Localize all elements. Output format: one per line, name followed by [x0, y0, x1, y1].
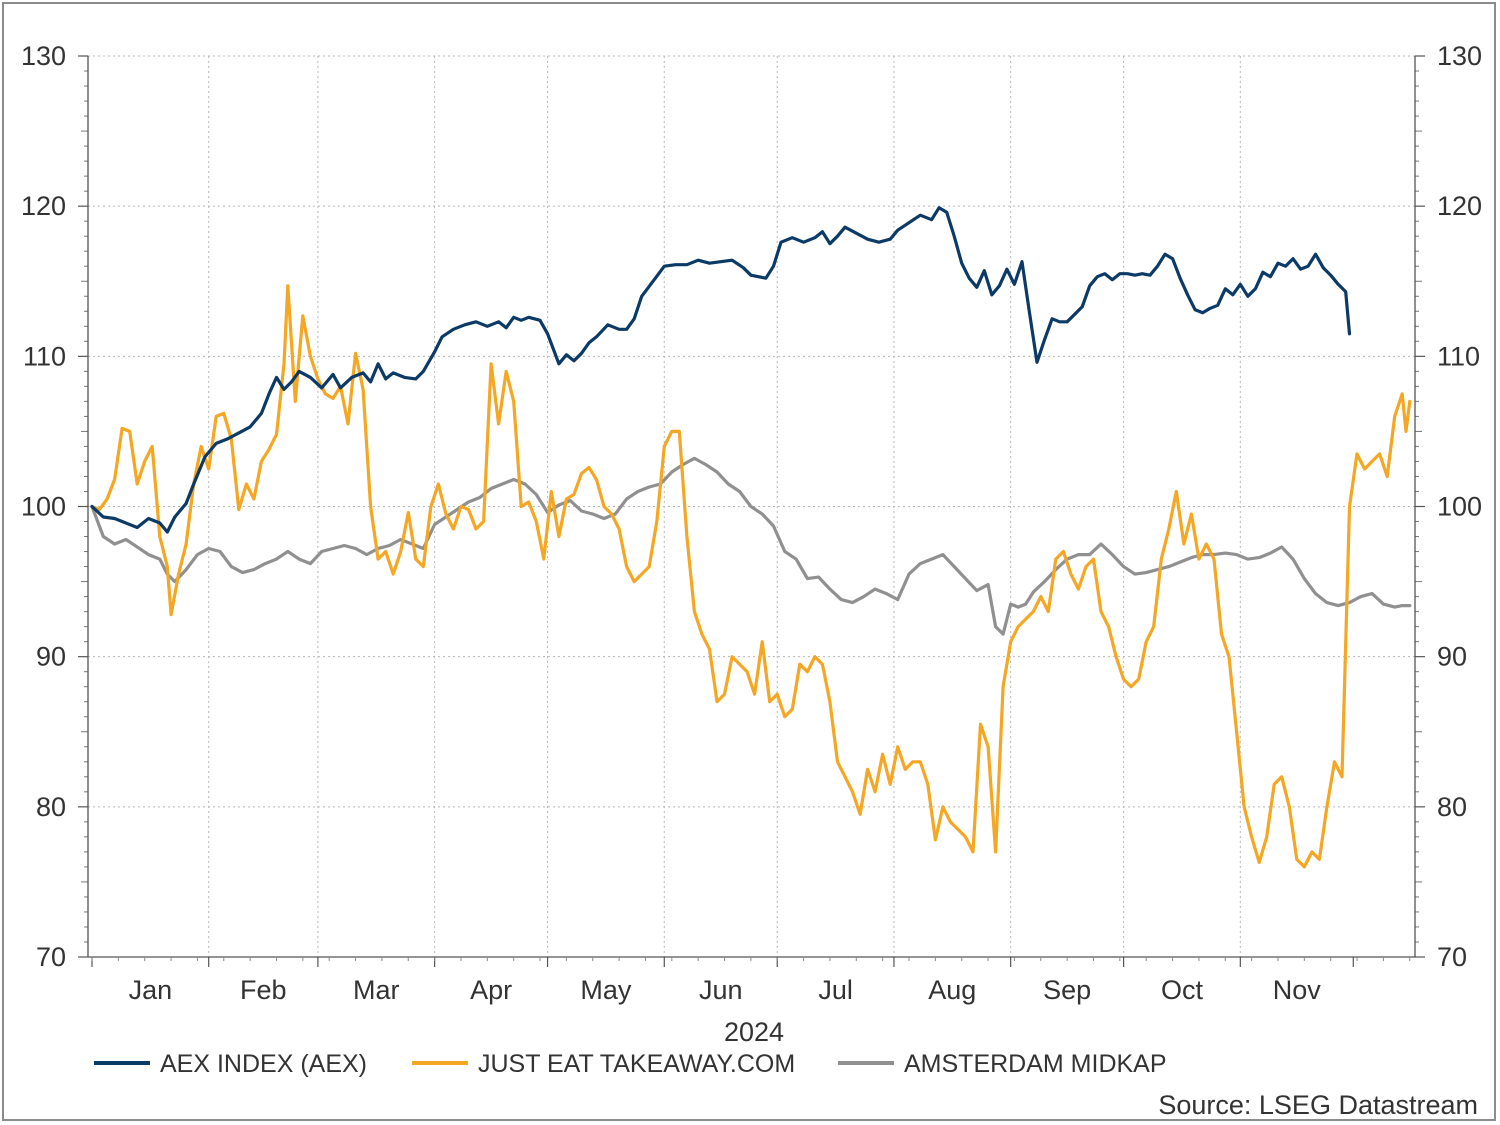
y-tick-label-right: 120 [1437, 191, 1482, 221]
x-tick-label: Sep [1043, 975, 1091, 1005]
series-line [90, 456, 1412, 636]
legend-label: AEX INDEX (AEX) [160, 1050, 367, 1078]
x-tick-label: Mar [353, 975, 400, 1005]
legend-label: JUST EAT TAKEAWAY.COM [478, 1050, 795, 1078]
x-tick-label: Jun [699, 975, 743, 1005]
series-line [90, 206, 1352, 534]
y-tick-label-right: 110 [1437, 341, 1480, 371]
y-tick-label-left: 130 [21, 41, 66, 71]
legend: AEX INDEX (AEX) JUST EAT TAKEAWAY.COM AMST… [94, 1050, 1167, 1078]
y-tick-label-right: 100 [1437, 492, 1482, 522]
x-tick-label: Jul [818, 975, 853, 1005]
x-tick-label: Jan [129, 975, 173, 1005]
axes: 70 70 80 80 90 90 100 100 110 110 120 120 130 130 Jan F… [21, 41, 1482, 1005]
y-tick-label-left: 90 [36, 642, 66, 672]
x-tick-label: Oct [1161, 975, 1204, 1005]
series-lines [90, 206, 1412, 869]
y-tick-label-right: 80 [1437, 792, 1467, 822]
y-tick-label-left: 70 [36, 942, 66, 972]
y-tick-label-left: 80 [36, 792, 66, 822]
x-axis-year-label: 2024 [724, 1017, 784, 1047]
x-tick-label: Nov [1273, 975, 1322, 1005]
y-tick-label-left: 110 [23, 341, 66, 371]
x-tick-label: Apr [470, 975, 512, 1005]
x-tick-label: Feb [240, 975, 287, 1005]
y-tick-label-right: 90 [1437, 642, 1467, 672]
x-tick-label: May [580, 975, 632, 1005]
series-line [90, 284, 1412, 869]
y-tick-label-right: 130 [1437, 41, 1482, 71]
x-tick-label: Aug [928, 975, 976, 1005]
source-label: Source: LSEG Datastream [1158, 1090, 1478, 1120]
legend-label: AMSTERDAM MIDKAP [904, 1050, 1167, 1078]
y-tick-label-left: 120 [21, 191, 66, 221]
y-tick-label-right: 70 [1437, 942, 1467, 972]
y-tick-label-left: 100 [21, 492, 66, 522]
